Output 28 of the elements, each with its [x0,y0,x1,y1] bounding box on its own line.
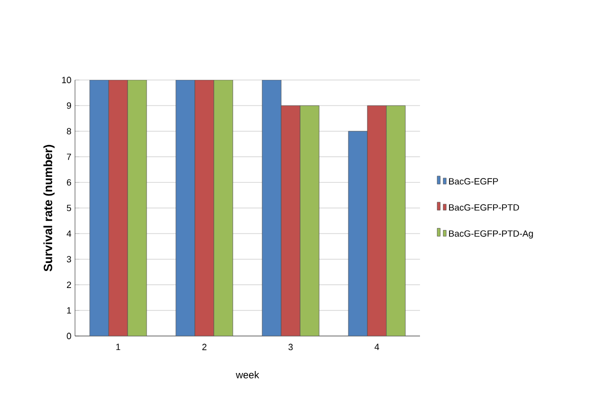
bar [367,105,387,336]
x-axis-title: week [236,371,260,378]
legend-label: BacG-EGFP-PTD [449,204,519,211]
bar [300,105,320,336]
y-tick-label: 6 [66,179,72,186]
y-tick-label: 8 [66,128,72,134]
bar [127,80,147,336]
y-tick-label: 3 [66,256,72,262]
bar [280,105,300,336]
x-tick-label: 3 [288,344,293,350]
y-tick-label: 4 [66,230,72,237]
y-tick-label: 1 [67,307,72,314]
x-tick-label: 2 [202,344,206,350]
legend-label: BacG-EGFP [449,178,498,185]
bar [386,105,406,336]
bar [214,80,234,336]
y-tick-label: 2 [66,282,72,288]
y-tick-label: 5 [66,204,72,212]
y-tick-label: 7 [66,154,72,160]
y-tick-label: 9 [66,102,72,109]
bar [194,80,214,336]
x-tick-label: 4 [374,344,380,350]
legend-label: BacG-EGFP-PTD-Ag [449,230,533,239]
y-tick-label: 0 [66,332,72,340]
y-axis-title: Survival rate (number) [43,144,55,272]
bar [108,80,128,336]
y-tick-label: 10 [62,76,72,84]
x-tick-label: 1 [116,344,120,350]
